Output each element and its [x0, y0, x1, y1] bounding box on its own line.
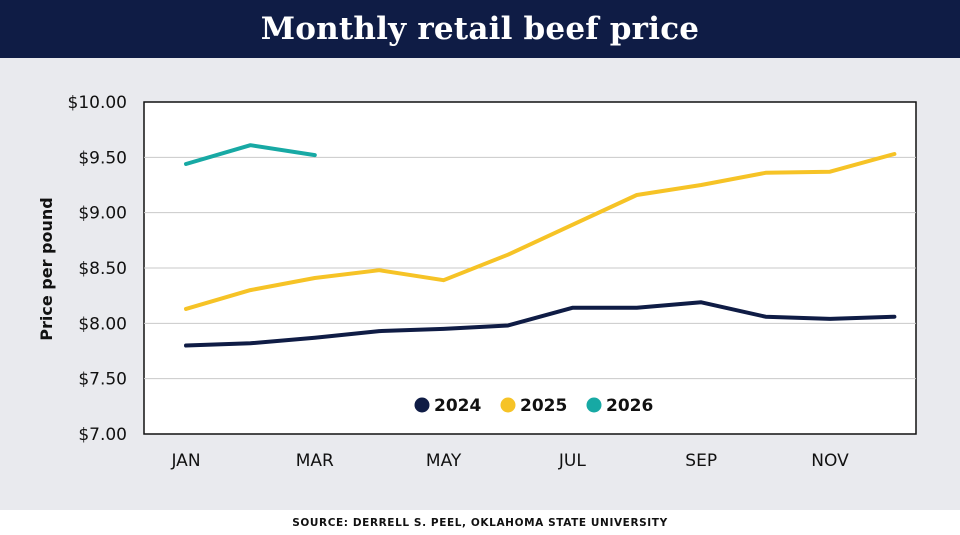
legend-label-2025: 2025 [520, 396, 567, 416]
x-tick-label: NOV [811, 451, 849, 471]
legend-marker-2026 [586, 397, 602, 413]
x-tick-label: JAN [170, 451, 200, 471]
chart-title: Monthly retail beef price [260, 11, 700, 47]
y-tick-label: $8.50 [78, 259, 127, 279]
x-tick-label: JUL [558, 451, 586, 471]
series-line-2026 [184, 143, 317, 166]
y-tick-label: $7.00 [78, 425, 127, 445]
y-tick-label: $8.00 [78, 314, 127, 334]
x-tick-label: MAR [296, 451, 334, 471]
legend-label-2026: 2026 [606, 396, 653, 416]
y-tick-label: $9.00 [78, 204, 127, 224]
y-tick-label: $9.50 [78, 148, 127, 168]
y-tick-label: $10.00 [68, 93, 127, 113]
series-line-2024 [184, 300, 897, 348]
source-note: SOURCE: DERRELL S. PEEL, OKLAHOMA STATE … [292, 516, 668, 529]
legend-label-2024: 2024 [434, 396, 481, 416]
source-footer: SOURCE: DERRELL S. PEEL, OKLAHOMA STATE … [0, 510, 960, 535]
line-chart: $10.00 $9.50 $9.00 $8.50 $8.00 $7.50 $7.00 JAN… [37, 93, 917, 471]
x-tick-label: MAY [426, 451, 462, 471]
y-axis-label: Price per pound [37, 197, 56, 340]
series-line-2025 [184, 152, 897, 311]
title-banner: Monthly retail beef price [0, 0, 960, 58]
y-tick-label: $7.50 [78, 370, 127, 390]
legend-marker-2024 [414, 397, 430, 413]
x-tick-label: SEP [685, 451, 717, 471]
legend-marker-2025 [500, 397, 516, 413]
